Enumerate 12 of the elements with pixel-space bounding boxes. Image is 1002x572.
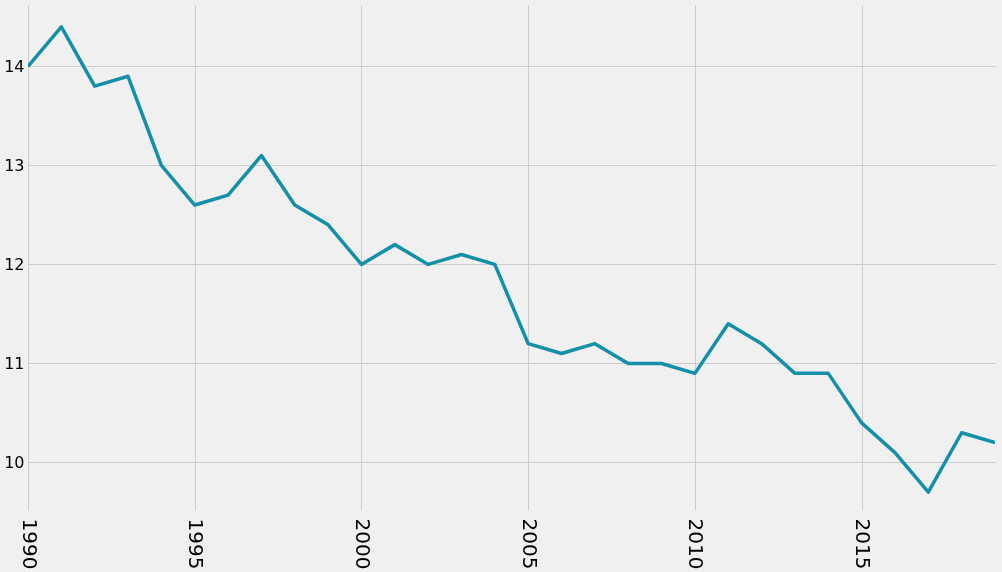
- line-series: [28, 25, 995, 494]
- y-tick-label: 10: [4, 452, 25, 472]
- y-tick-label: 13: [4, 155, 25, 175]
- x-tick-label: 2000: [350, 518, 375, 570]
- x-tick-label: 2010: [684, 518, 709, 570]
- x-tick-label: 2015: [851, 518, 876, 570]
- x-tick-label: 2005: [517, 518, 542, 570]
- y-tick-label: 11: [4, 353, 25, 373]
- y-tick-label: 14: [4, 56, 25, 76]
- y-tick-label: 12: [4, 254, 25, 274]
- x-tick-label: 1990: [17, 518, 42, 570]
- x-tick-label: 1995: [184, 518, 209, 570]
